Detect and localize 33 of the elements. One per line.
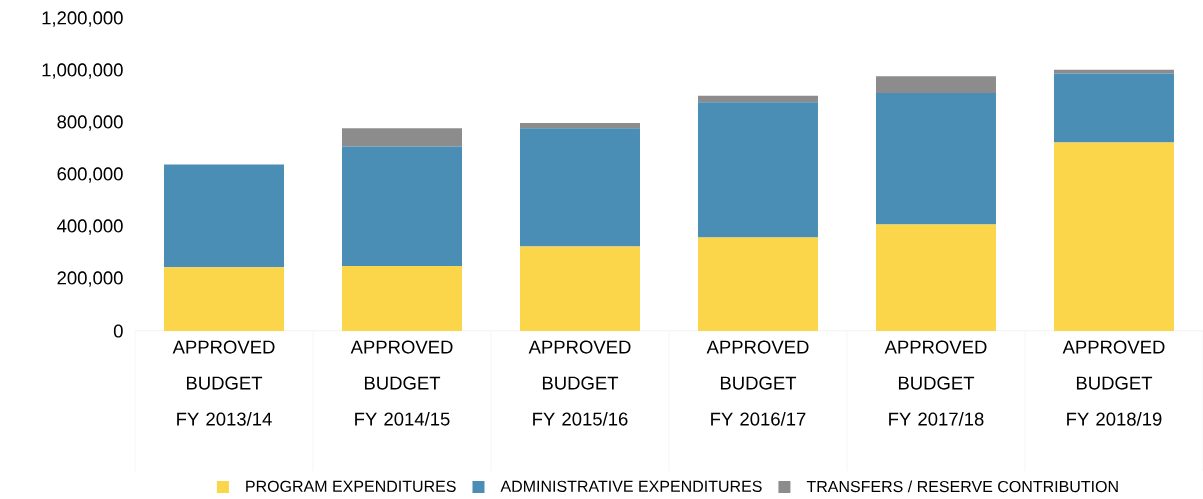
bar: [1053, 69, 1174, 74]
bar: [875, 76, 996, 94]
bar: [697, 102, 818, 238]
bar: [164, 267, 284, 331]
bar: [697, 95, 818, 103]
bar: [341, 128, 462, 147]
bar: [875, 224, 996, 331]
category-label: APPROVED BUDGET FY 2013/14: [172, 340, 275, 426]
bar: [519, 123, 640, 129]
y-tick-label: 800,000: [57, 115, 123, 131]
bar: [875, 93, 996, 225]
y-tick-label: 1,200,000: [42, 11, 123, 27]
bar: [164, 164, 284, 268]
legend-label: PROGRAM EXPENDITURES: [246, 480, 456, 492]
y-tick-label: 1,000,000: [42, 63, 123, 79]
y-tick-label: 400,000: [57, 219, 123, 235]
category-label: APPROVED BUDGET FY 2018/19: [1062, 340, 1165, 426]
legend-label: TRANSFERS / RESERVE CONTRIBUTION: [806, 480, 1118, 493]
bar: [697, 237, 818, 331]
bar: [1053, 142, 1174, 331]
category-label: APPROVED BUDGET FY 2014/15: [350, 340, 453, 426]
bar: [519, 246, 640, 331]
y-tick-label: 0: [113, 324, 123, 338]
category-label: APPROVED BUDGET FY 2017/18: [884, 340, 987, 426]
bar: [519, 128, 640, 247]
bar: [341, 266, 462, 331]
legend-label: ADMINISTRATIVE EXPENDITURES: [500, 480, 762, 492]
category-label: APPROVED BUDGET FY 2016/17: [706, 340, 809, 426]
bar: [341, 146, 462, 266]
category-label: APPROVED BUDGET FY 2015/16: [528, 340, 631, 426]
y-tick-label: 200,000: [57, 271, 123, 287]
y-tick-label: 600,000: [57, 167, 123, 183]
bar: [1053, 73, 1174, 143]
